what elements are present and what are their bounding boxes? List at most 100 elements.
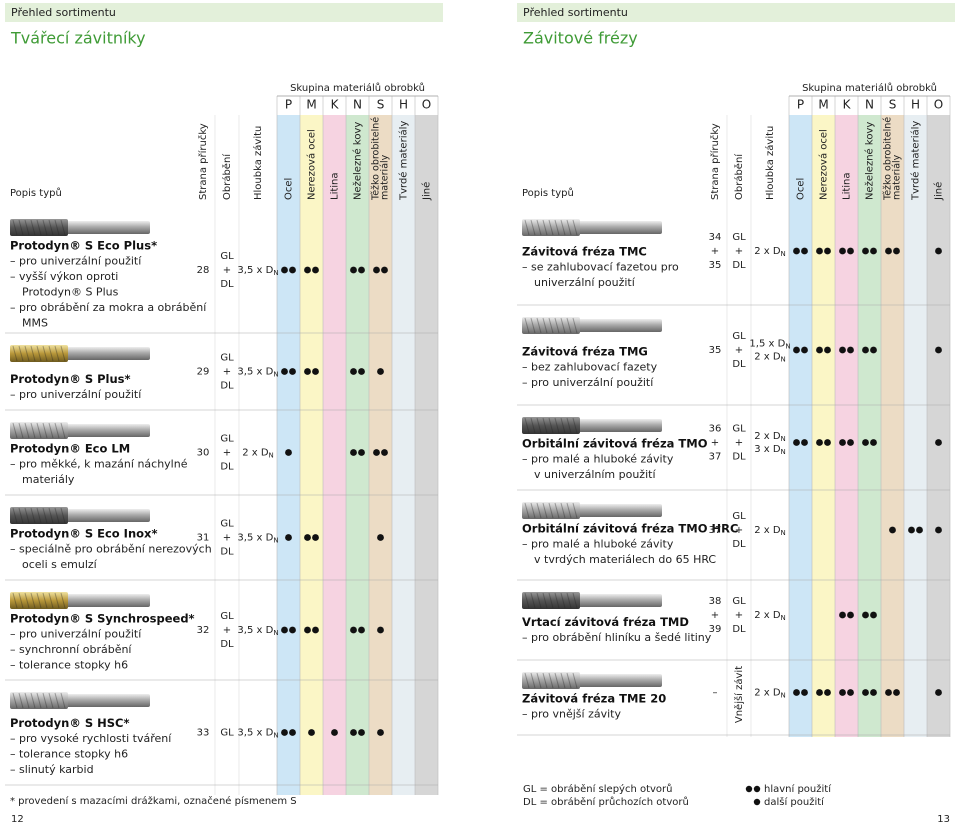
machining: DL xyxy=(220,279,234,290)
tool-thread xyxy=(560,417,566,434)
group-letter: H xyxy=(911,98,920,112)
tool-thread xyxy=(36,692,42,709)
tool-thread xyxy=(572,317,578,334)
page-title: Závitové frézy xyxy=(523,29,638,48)
depth-subscript: N xyxy=(273,371,278,379)
manual-page: 28 xyxy=(197,265,210,276)
usage-dot xyxy=(935,526,942,534)
product-feature: – pro univerzální použití xyxy=(10,628,142,641)
tool-thread xyxy=(30,592,36,609)
tool-thread xyxy=(42,692,48,709)
column-header: Ocel xyxy=(796,178,807,200)
group-letter: S xyxy=(889,98,897,112)
machining: GL xyxy=(732,596,746,607)
usage-dot xyxy=(381,449,388,456)
tool-thread xyxy=(560,672,566,689)
group-letter: P xyxy=(285,98,292,112)
tool-thread xyxy=(30,507,36,524)
legend-label: další použití xyxy=(764,796,825,808)
tool-image xyxy=(10,345,150,362)
product-feature: – se zahlubovací fazetou pro xyxy=(522,261,679,274)
tool-shank xyxy=(65,221,150,234)
machining: + xyxy=(223,448,231,459)
tool-body xyxy=(10,345,68,362)
column-header: Neželezné kovy xyxy=(864,122,876,200)
tool-thread xyxy=(42,219,48,236)
machining: + xyxy=(735,246,743,257)
tool-image xyxy=(522,219,662,236)
depth-value: 3 x D xyxy=(754,444,781,455)
tool-body xyxy=(522,592,580,609)
material-column xyxy=(300,115,323,795)
tool-thread xyxy=(18,422,24,439)
legend-dot xyxy=(753,798,761,806)
machining: + xyxy=(223,533,231,544)
usage-dot xyxy=(935,247,942,255)
group-letter: P xyxy=(797,98,804,112)
usage-dot xyxy=(358,449,365,456)
tool-thread xyxy=(542,417,548,434)
tool-thread xyxy=(536,219,542,236)
column-header: Těžko obrobitelné xyxy=(371,117,382,201)
usage-dot xyxy=(793,439,800,446)
usage-dot xyxy=(816,689,823,696)
column-header: materiály xyxy=(380,154,391,200)
usage-dot xyxy=(377,534,384,541)
footnote: * provedení s mazacími drážkami, označen… xyxy=(10,795,297,807)
product-name: Závitová fréza TME 20 xyxy=(522,692,666,706)
manual-page: + xyxy=(711,438,719,449)
manual-page: 38 xyxy=(709,596,722,607)
machining: GL xyxy=(732,232,746,243)
product-name: Orbitální závitová fréza TMO HRC xyxy=(522,522,738,536)
page-number: 12 xyxy=(11,814,24,825)
usage-dot xyxy=(793,247,800,255)
product-feature: – vyšší výkon oproti xyxy=(10,270,118,283)
tool-shank xyxy=(65,694,150,707)
depth-subscript: N xyxy=(785,343,790,351)
tool-thread xyxy=(36,219,42,236)
usage-dot xyxy=(870,346,877,354)
tool-thread xyxy=(18,507,24,524)
tool-body xyxy=(522,417,580,434)
tool-thread xyxy=(554,417,560,434)
tool-thread xyxy=(530,502,536,519)
tool-image xyxy=(10,422,150,439)
usage-dot xyxy=(304,626,311,634)
usage-dot xyxy=(816,439,823,446)
tool-thread xyxy=(24,692,30,709)
usage-dot xyxy=(312,626,319,634)
depth-subscript: N xyxy=(781,356,786,364)
group-letter: N xyxy=(353,98,362,112)
tool-thread xyxy=(42,592,48,609)
depth-value: 2 x D xyxy=(754,352,781,363)
usage-dot xyxy=(885,689,892,696)
material-column xyxy=(904,115,927,737)
product-feature: – pro vysoké rychlosti tváření xyxy=(10,732,172,745)
material-column xyxy=(415,115,438,795)
usage-dot xyxy=(935,439,942,446)
product-feature: – pro obrábění za mokra a obrábění xyxy=(10,301,207,314)
machining: + xyxy=(735,345,743,356)
tool-thread xyxy=(560,502,566,519)
usage-dot xyxy=(824,247,831,255)
product-feature: MMS xyxy=(22,317,48,330)
tool-shank xyxy=(65,424,150,437)
tool-shank xyxy=(577,594,662,607)
depth-subscript: N xyxy=(781,250,786,258)
depth-value: 3,5 x D xyxy=(237,265,273,276)
product-feature: – pro malé a hluboké závity xyxy=(522,538,674,551)
tool-thread xyxy=(12,345,18,362)
tool-shank xyxy=(577,674,662,687)
usage-dot xyxy=(358,266,365,274)
machining: + xyxy=(735,525,743,536)
material-column xyxy=(858,115,881,737)
column-header: Litina xyxy=(330,172,341,200)
tool-thread xyxy=(524,317,530,334)
tool-thread xyxy=(60,507,66,524)
tool-body xyxy=(522,317,580,334)
tool-thread xyxy=(48,507,54,524)
tool-thread xyxy=(30,345,36,362)
tool-thread xyxy=(18,345,24,362)
tool-thread xyxy=(566,592,572,609)
usage-dot xyxy=(373,449,380,456)
